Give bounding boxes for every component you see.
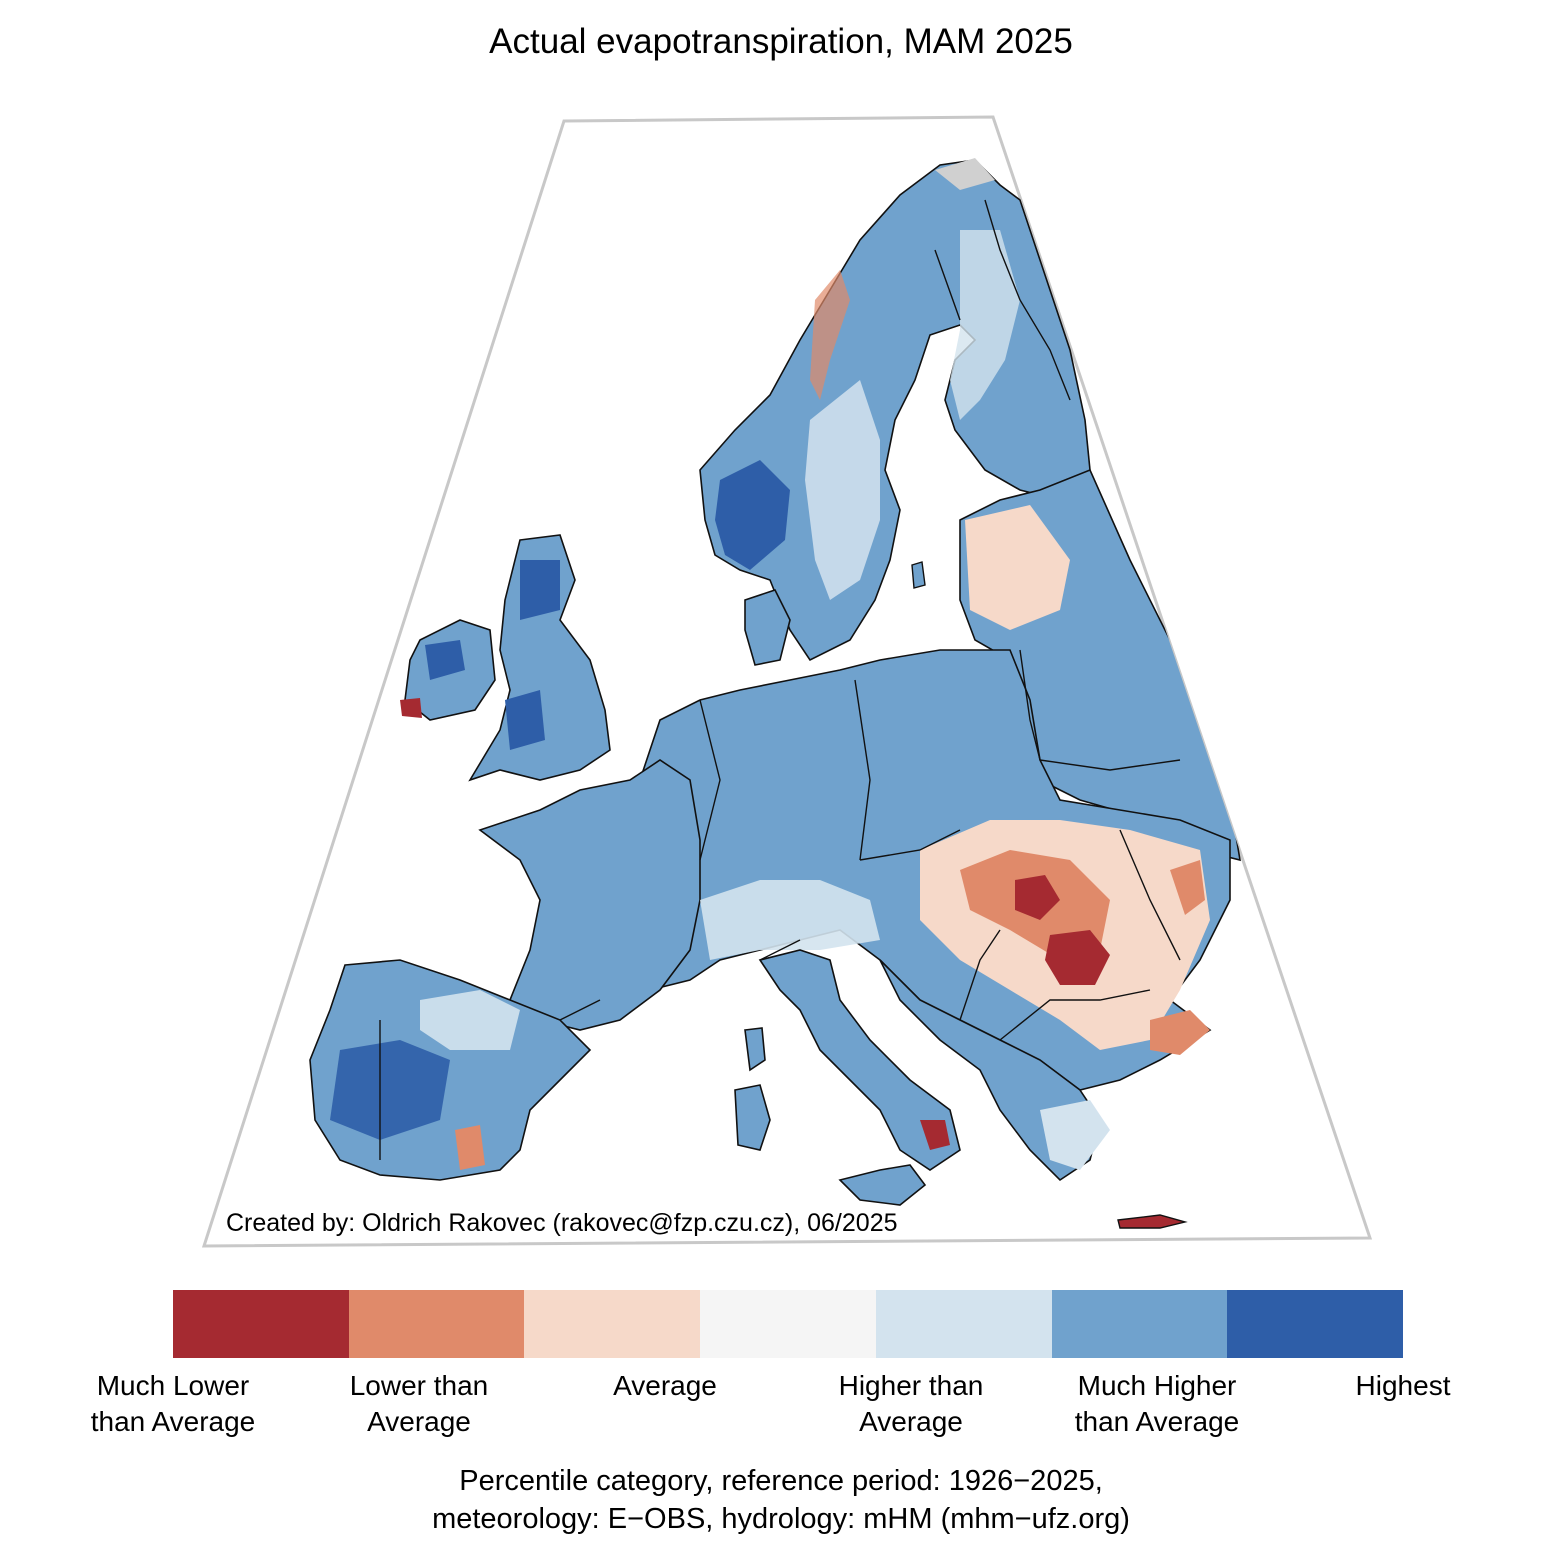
corsica-land <box>744 1027 766 1072</box>
hungary-much-lower <box>1015 875 1060 920</box>
bulgaria-lower <box>1150 1010 1210 1055</box>
sicily-land <box>838 1164 927 1206</box>
crete-land <box>1117 1214 1188 1229</box>
wales-high <box>505 690 545 750</box>
great-britain-land <box>468 534 611 782</box>
legend-label-highest: Highest <box>1355 1370 1451 1401</box>
sardinia-land <box>734 1084 771 1151</box>
alps-light-area <box>700 880 880 960</box>
legend-label-much-higher: Much Higher than Average <box>1074 1370 1240 1437</box>
legend-label-lower: Lower than Average <box>349 1370 489 1437</box>
legend-label-average: Average <box>613 1370 717 1401</box>
baltic-states-dry <box>965 505 1070 630</box>
norway-coast-dry <box>810 270 850 400</box>
arctic-no-data <box>935 158 995 190</box>
sweden-light-area <box>805 380 880 600</box>
finland-light-area <box>950 230 1020 420</box>
map-footer: Percentile category, reference period: 1… <box>0 1462 1562 1538</box>
italy-land <box>758 949 961 1171</box>
france-land <box>478 759 701 1031</box>
map-credit: Created by: Oldrich Rakovec (rakovec@fzp… <box>226 1209 898 1237</box>
footer-line-1: Percentile category, reference period: 1… <box>459 1465 1103 1497</box>
ireland-southwest-dry <box>400 698 422 718</box>
footer-line-2: meteorology: E−OBS, hydrology: mHM (mhm−… <box>432 1503 1130 1535</box>
legend-swatch-average <box>524 1290 701 1358</box>
country-borders <box>379 199 1181 1160</box>
legend-swatch-higher <box>700 1290 876 1358</box>
denmark-land <box>744 589 791 666</box>
ireland-high <box>425 640 465 680</box>
iberia-light-area <box>420 990 520 1050</box>
greece-light <box>1040 1100 1110 1170</box>
legend-swatch-much-higher <box>875 1290 1052 1358</box>
legend-colorbar <box>173 1290 1404 1358</box>
map-title: Actual evapotranspiration, MAM 2025 <box>489 22 1073 61</box>
legend-label-higher: Higher than Average <box>838 1370 984 1437</box>
land-areas <box>309 158 1241 1229</box>
scotland-high <box>520 560 560 620</box>
legend-swatch-much-lower <box>173 1290 349 1358</box>
iberia-high-area <box>330 1040 450 1140</box>
calabria-dry <box>920 1120 950 1150</box>
legend-swatch-high <box>1051 1290 1228 1358</box>
gotland-land <box>911 561 926 589</box>
romania-much-lower <box>1045 930 1110 985</box>
legend-label-much-lower: Much Lower than Average <box>90 1370 256 1437</box>
moldova-lower <box>1170 860 1205 915</box>
legend-swatch-highest <box>1227 1290 1404 1358</box>
norway-south-high <box>715 460 790 570</box>
legend-swatch-lower <box>348 1290 525 1358</box>
iberia-south-dry <box>455 1125 485 1170</box>
